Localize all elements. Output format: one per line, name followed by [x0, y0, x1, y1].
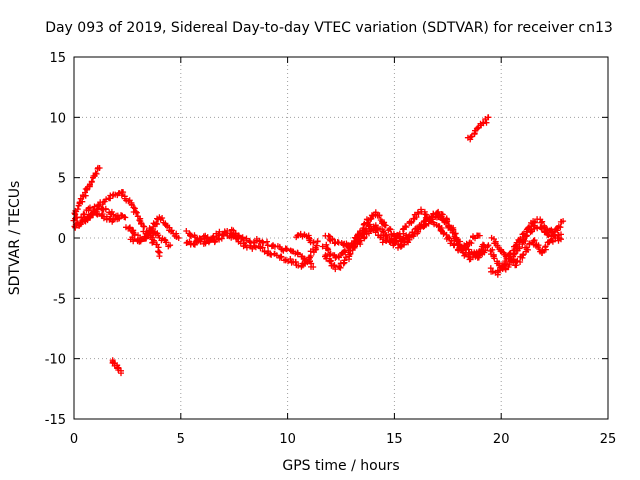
- x-tick-label: 20: [493, 432, 510, 447]
- data-point-trace: [127, 227, 174, 250]
- data-point-trace: [487, 234, 564, 278]
- x-axis-label: GPS time / hours: [282, 458, 399, 474]
- data-point-trace: [109, 357, 124, 377]
- y-tick-label: -10: [45, 353, 66, 368]
- y-axis-label: SDTVAR / TECUs: [7, 181, 23, 296]
- x-tick-label: 5: [177, 432, 185, 447]
- data-points: [70, 114, 567, 377]
- x-tick-label: 10: [279, 432, 296, 447]
- y-tick-label: 10: [49, 111, 66, 126]
- x-tick-labels: 0 5 10 15 20 25: [70, 432, 616, 447]
- data-point-trace: [322, 206, 483, 254]
- y-tick-label: 5: [58, 172, 66, 187]
- data-point-trace: [183, 230, 321, 270]
- x-tick-label: 25: [600, 432, 617, 447]
- data-point-trace: [464, 114, 492, 143]
- plot-frame: [73, 56, 609, 420]
- data-point-trace: [467, 242, 492, 261]
- x-tick-label: 0: [70, 432, 78, 447]
- data-point-trace: [118, 192, 163, 260]
- data-point-trace: [72, 209, 122, 231]
- y-tick-label: -5: [53, 292, 66, 307]
- y-tick-label: 0: [58, 232, 66, 247]
- y-tick-labels: -15 -10 -5 0 5 10 15: [45, 51, 66, 428]
- y-tick-label: 15: [49, 51, 66, 66]
- chart-title: Day 093 of 2019, Sidereal Day-to-day VTE…: [45, 20, 613, 36]
- y-tick-label: -15: [45, 413, 66, 428]
- data-point-trace: [293, 230, 317, 246]
- x-tick-label: 15: [386, 432, 403, 447]
